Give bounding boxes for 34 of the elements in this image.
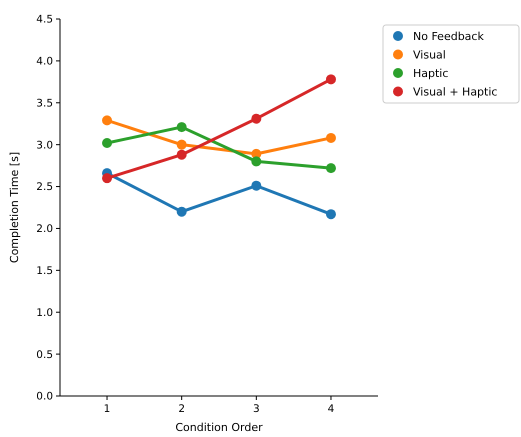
point [251, 180, 262, 191]
y-tick-label: 1.5 [36, 265, 53, 278]
point [102, 138, 112, 148]
point [251, 114, 262, 124]
point [326, 163, 336, 174]
y-tick-label: 4.5 [36, 14, 53, 26]
point [326, 209, 336, 220]
y-tick-label: 1.0 [36, 306, 53, 319]
point [176, 206, 187, 217]
x-tick-label: 3 [252, 403, 260, 415]
x-tick-label: 4 [328, 403, 335, 415]
legend-label: Visual + Haptic [413, 85, 498, 98]
y-tick-label: 3.0 [36, 139, 53, 152]
point [102, 115, 112, 126]
y-tick-label: 0.0 [36, 390, 53, 403]
point [251, 156, 262, 166]
point [176, 140, 187, 150]
point [102, 173, 112, 184]
legend-label: No Feedback [413, 30, 484, 43]
y-tick-label: 3.5 [36, 97, 53, 110]
y-tick-label: 0.5 [36, 348, 53, 361]
x-axis-title: Condition Order [175, 421, 264, 434]
legend-label: Haptic [413, 66, 448, 80]
x-tick-label: 1 [104, 403, 110, 415]
x-tick-label: 2 [178, 403, 186, 415]
y-tick-label: 2.5 [36, 181, 53, 194]
y-axis-title: Completion Time [s] [8, 152, 21, 264]
y-tick-label: 2.0 [36, 223, 53, 236]
y-tick-label: 4.0 [36, 56, 53, 68]
point [176, 122, 187, 132]
point [326, 132, 336, 143]
point [176, 150, 187, 160]
legend-label: Visual [413, 48, 446, 62]
point [326, 74, 336, 84]
